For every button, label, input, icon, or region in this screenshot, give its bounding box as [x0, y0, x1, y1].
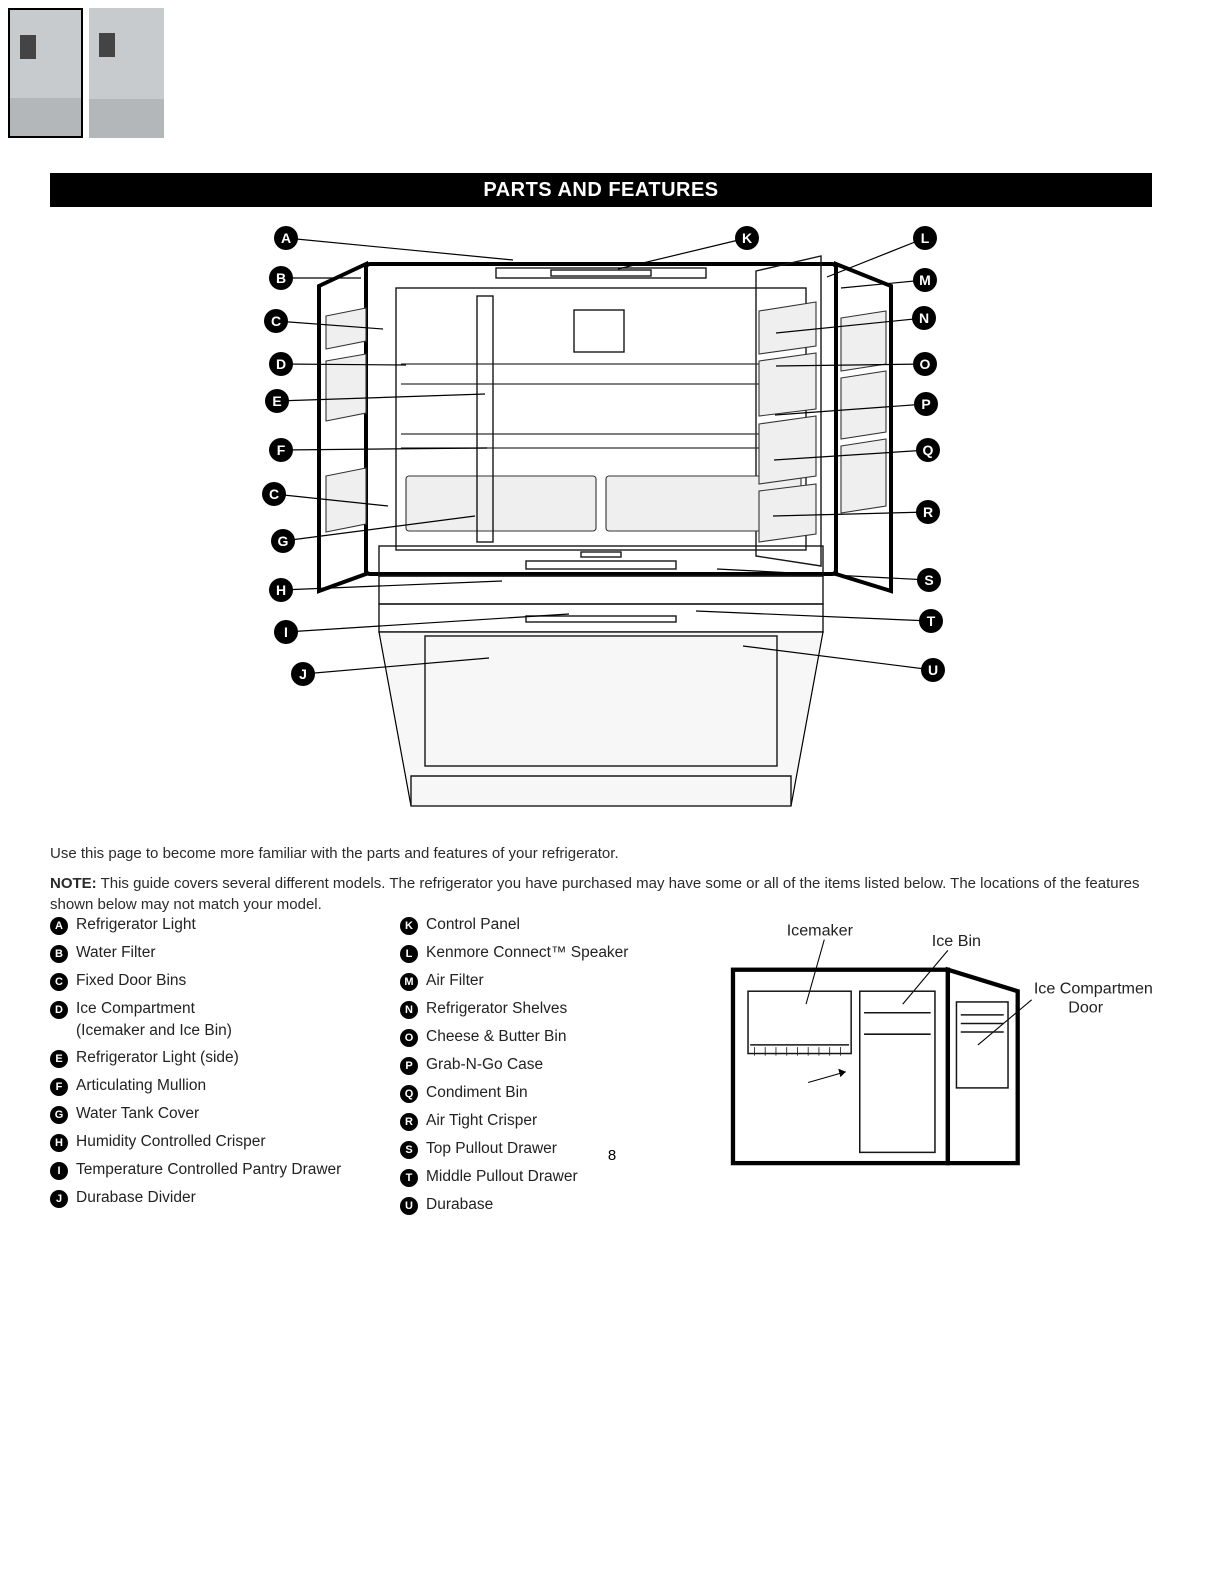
legend-bullet-icon: O	[400, 1029, 418, 1047]
legend-bullet-icon: P	[400, 1057, 418, 1075]
legend-bullet-icon: U	[400, 1197, 418, 1215]
legend-item: C Fixed Door Bins	[50, 972, 400, 991]
legend-area: A Refrigerator Light B Water Filter C Fixed D…	[50, 916, 1152, 1224]
legend-label: Control Panel	[426, 916, 520, 934]
legend-bullet-icon: E	[50, 1050, 68, 1068]
legend-bullet-icon: D	[50, 1001, 68, 1019]
legend-bullet-icon: A	[50, 917, 68, 935]
legend-sublabel: (Icemaker and Ice Bin)	[76, 1022, 400, 1040]
svg-text:I: I	[284, 624, 288, 640]
legend-item: T Middle Pullout Drawer	[400, 1168, 690, 1187]
banner-title: PARTS AND FEATURES	[483, 179, 718, 202]
thumbnail-fridge-closed	[8, 8, 83, 138]
legend-label: Water Filter	[76, 944, 156, 962]
legend-label: Durabase	[426, 1196, 493, 1214]
legend-bullet-icon: Q	[400, 1085, 418, 1103]
svg-text:C: C	[271, 313, 281, 329]
legend-item: A Refrigerator Light	[50, 916, 400, 935]
svg-text:A: A	[281, 230, 291, 246]
svg-text:C: C	[269, 486, 279, 502]
svg-text:G: G	[278, 533, 289, 549]
inset-label-icedoor-2: Door	[1068, 999, 1104, 1017]
legend-item: G Water Tank Cover	[50, 1105, 400, 1124]
legend-bullet-icon: R	[400, 1113, 418, 1131]
legend-label: Cheese & Butter Bin	[426, 1028, 566, 1046]
legend-column-2: K Control Panel L Kenmore Connect™ Speaker M…	[400, 916, 690, 1224]
legend-item: K Control Panel	[400, 916, 690, 935]
legend-bullet-icon: L	[400, 945, 418, 963]
svg-text:L: L	[921, 230, 930, 246]
legend-label: Air Tight Crisper	[426, 1112, 537, 1130]
legend-bullet-icon: G	[50, 1106, 68, 1124]
legend-label: Middle Pullout Drawer	[426, 1168, 578, 1186]
legend-label: Refrigerator Light	[76, 916, 196, 934]
legend-item: B Water Filter	[50, 944, 400, 963]
legend-item: E Refrigerator Light (side)	[50, 1049, 400, 1068]
legend-item: Q Condiment Bin	[400, 1084, 690, 1103]
page-number: 8	[0, 1147, 1224, 1164]
svg-text:D: D	[276, 356, 286, 372]
legend-label: Condiment Bin	[426, 1084, 528, 1102]
note-text: NOTE: This guide covers several differen…	[50, 874, 1152, 915]
svg-text:J: J	[299, 666, 307, 682]
thumbnail-fridge-open	[89, 8, 164, 138]
note-body: This guide covers several different mode…	[50, 875, 1139, 912]
thumbnail-row	[8, 8, 164, 138]
legend-label: Fixed Door Bins	[76, 972, 186, 990]
legend-bullet-icon: I	[50, 1162, 68, 1180]
legend-bullet-icon: B	[50, 945, 68, 963]
legend-bullet-icon: M	[400, 973, 418, 991]
legend-item: D Ice Compartment	[50, 1000, 400, 1019]
legend-label: Air Filter	[426, 972, 484, 990]
svg-text:R: R	[923, 504, 933, 520]
legend-bullet-icon: F	[50, 1078, 68, 1096]
svg-text:Q: Q	[923, 442, 934, 458]
svg-text:B: B	[276, 270, 286, 286]
body-text: Use this page to become more familiar wi…	[50, 844, 1152, 925]
svg-text:O: O	[920, 356, 931, 372]
inset-label-icedoor: Ice Compartment	[1034, 979, 1152, 997]
svg-text:K: K	[742, 230, 752, 246]
inset-label-icemaker: Icemaker	[787, 921, 854, 939]
legend-label: Articulating Mullion	[76, 1077, 206, 1095]
legend-item: N Refrigerator Shelves	[400, 1000, 690, 1019]
legend-item: L Kenmore Connect™ Speaker	[400, 944, 690, 963]
legend-label: Refrigerator Shelves	[426, 1000, 567, 1018]
svg-text:E: E	[272, 393, 281, 409]
legend-item: U Durabase	[400, 1196, 690, 1215]
legend-item: P Grab-N-Go Case	[400, 1056, 690, 1075]
legend-bullet-icon: N	[400, 1001, 418, 1019]
note-label: NOTE:	[50, 875, 97, 892]
legend-label: Grab-N-Go Case	[426, 1056, 543, 1074]
legend-label: Durabase Divider	[76, 1189, 196, 1207]
legend-bullet-icon: J	[50, 1190, 68, 1208]
legend-label: Refrigerator Light (side)	[76, 1049, 239, 1067]
svg-text:F: F	[277, 442, 286, 458]
section-banner: PARTS AND FEATURES	[50, 173, 1152, 207]
intro-text: Use this page to become more familiar wi…	[50, 844, 1152, 864]
legend-bullet-icon: C	[50, 973, 68, 991]
legend-item: O Cheese & Butter Bin	[400, 1028, 690, 1047]
legend-column-1: A Refrigerator Light B Water Filter C Fixed D…	[50, 916, 400, 1224]
parts-diagram: A B C D E F C G H I J K L M N O P Q R S T U	[50, 216, 1152, 826]
legend-item: J Durabase Divider	[50, 1189, 400, 1208]
legend-bullet-icon: K	[400, 917, 418, 935]
svg-text:H: H	[276, 582, 286, 598]
legend-bullet-icon: T	[400, 1169, 418, 1187]
svg-text:T: T	[927, 613, 936, 629]
legend-label: Kenmore Connect™ Speaker	[426, 944, 628, 962]
legend-item: M Air Filter	[400, 972, 690, 991]
legend-item: R Air Tight Crisper	[400, 1112, 690, 1131]
svg-text:P: P	[921, 396, 930, 412]
svg-text:U: U	[928, 662, 938, 678]
svg-text:N: N	[919, 310, 929, 326]
icemaker-inset: Icemaker Ice Bin Ice Compartment Door	[690, 916, 1152, 1224]
legend-label: Ice Compartment	[76, 1000, 195, 1018]
inset-label-icebin: Ice Bin	[932, 932, 981, 950]
legend-item: F Articulating Mullion	[50, 1077, 400, 1096]
svg-text:M: M	[919, 272, 931, 288]
legend-label: Water Tank Cover	[76, 1105, 199, 1123]
svg-text:S: S	[924, 572, 933, 588]
